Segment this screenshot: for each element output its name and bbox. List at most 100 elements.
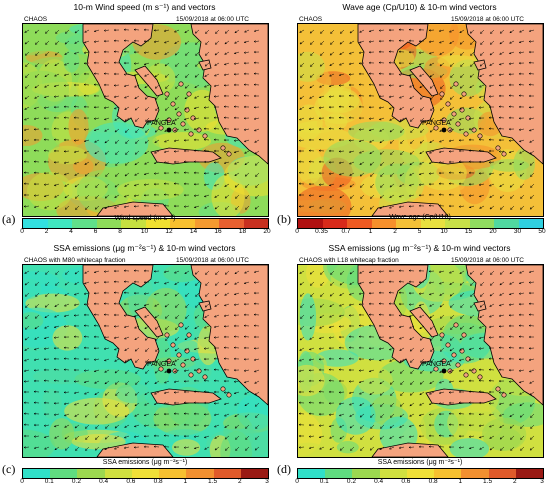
island — [190, 356, 196, 362]
wind-vector — [175, 84, 180, 89]
wind-vector — [193, 182, 200, 186]
wind-vector — [233, 127, 240, 131]
wind-vector — [74, 194, 80, 199]
wind-vector — [155, 347, 160, 352]
field-patch — [64, 397, 130, 425]
wind-vector — [300, 303, 305, 308]
wind-vector — [369, 150, 375, 155]
wind-vector — [428, 51, 435, 55]
wind-vector — [468, 160, 475, 163]
wind-vector — [410, 128, 415, 133]
wind-vector — [478, 116, 485, 120]
wind-vector — [480, 40, 485, 45]
wind-vector — [93, 40, 100, 43]
wind-vector — [235, 446, 240, 451]
wind-vector — [33, 446, 40, 450]
wind-vector — [223, 105, 230, 108]
colorbar-segment — [186, 469, 214, 478]
wind-vector — [379, 205, 385, 209]
wind-vector — [468, 435, 475, 438]
wind-vector — [298, 160, 305, 164]
wind-vector — [388, 72, 394, 76]
wind-vector — [193, 194, 200, 197]
wind-vector — [33, 379, 40, 383]
wind-vector — [245, 446, 250, 451]
wind-vector — [338, 138, 344, 142]
wind-vector — [33, 369, 40, 372]
wind-vector — [449, 51, 455, 56]
wind-vector — [93, 270, 100, 274]
wind-vector — [233, 346, 240, 349]
wind-vector — [183, 205, 190, 208]
wind-vector — [520, 424, 525, 429]
wind-vector — [379, 194, 385, 199]
wind-vector — [519, 402, 525, 407]
wind-vector — [54, 292, 60, 297]
wind-vector — [153, 204, 160, 207]
wind-vector — [53, 390, 60, 394]
wind-vector — [400, 380, 405, 385]
wind-vector — [73, 105, 80, 108]
island — [455, 121, 461, 127]
wind-vector — [194, 314, 200, 319]
wind-vector — [133, 314, 140, 318]
wind-vector — [468, 106, 475, 110]
wind-vector — [93, 324, 100, 327]
wind-vector — [223, 62, 230, 66]
wind-vector — [428, 40, 435, 43]
wind-vector — [458, 358, 465, 362]
colorbar-segment — [469, 219, 494, 228]
wind-vector — [174, 62, 180, 67]
wind-vector — [174, 117, 180, 121]
wind-vector — [408, 183, 415, 187]
wind-vector — [428, 150, 435, 154]
panel-title: Wave age (Cp/U10) & 10-m wind vectors — [342, 2, 497, 12]
wind-vector — [419, 402, 425, 406]
island — [226, 392, 232, 398]
island — [176, 352, 182, 358]
field-patch — [449, 438, 490, 457]
colorbar-label: Wave age (Cp/U10) — [389, 214, 451, 221]
wind-vector — [349, 194, 355, 199]
wind-vector — [153, 281, 160, 284]
wind-vector — [529, 402, 535, 407]
wind-vector — [163, 182, 170, 186]
wind-vector — [418, 193, 425, 197]
wind-vector — [114, 117, 120, 121]
wind-vector — [34, 325, 40, 330]
wind-vector — [95, 424, 100, 429]
wind-vector — [368, 117, 375, 120]
wind-vector — [43, 171, 50, 175]
wind-vector — [448, 29, 455, 33]
wind-vector — [184, 281, 190, 286]
wind-vector — [410, 369, 415, 374]
wind-vector — [528, 281, 535, 284]
wind-vector — [519, 150, 525, 154]
wind-vector — [203, 413, 210, 416]
wind-vector — [368, 61, 375, 65]
wind-vector — [388, 347, 395, 351]
wind-vector — [300, 314, 305, 319]
wind-vector — [123, 205, 130, 208]
wind-vector — [145, 117, 150, 122]
wind-vector — [448, 412, 455, 415]
wind-vector — [103, 280, 110, 284]
wind-vector — [428, 445, 435, 448]
wind-vector — [245, 435, 250, 440]
wind-vector — [439, 358, 445, 363]
wind-vector — [193, 205, 200, 209]
wind-vector — [349, 270, 355, 275]
wind-vector — [498, 391, 505, 394]
wind-vector — [74, 172, 80, 176]
wind-vector — [24, 106, 30, 110]
wind-vector — [83, 116, 90, 120]
wind-vector — [498, 138, 505, 142]
wind-vector — [488, 127, 495, 130]
wind-vector — [154, 369, 160, 374]
wind-vector — [298, 380, 305, 383]
island — [439, 332, 445, 338]
wind-vector — [388, 106, 395, 110]
wind-vector — [174, 281, 180, 285]
wind-vector — [184, 95, 190, 100]
wind-vector — [439, 62, 445, 67]
